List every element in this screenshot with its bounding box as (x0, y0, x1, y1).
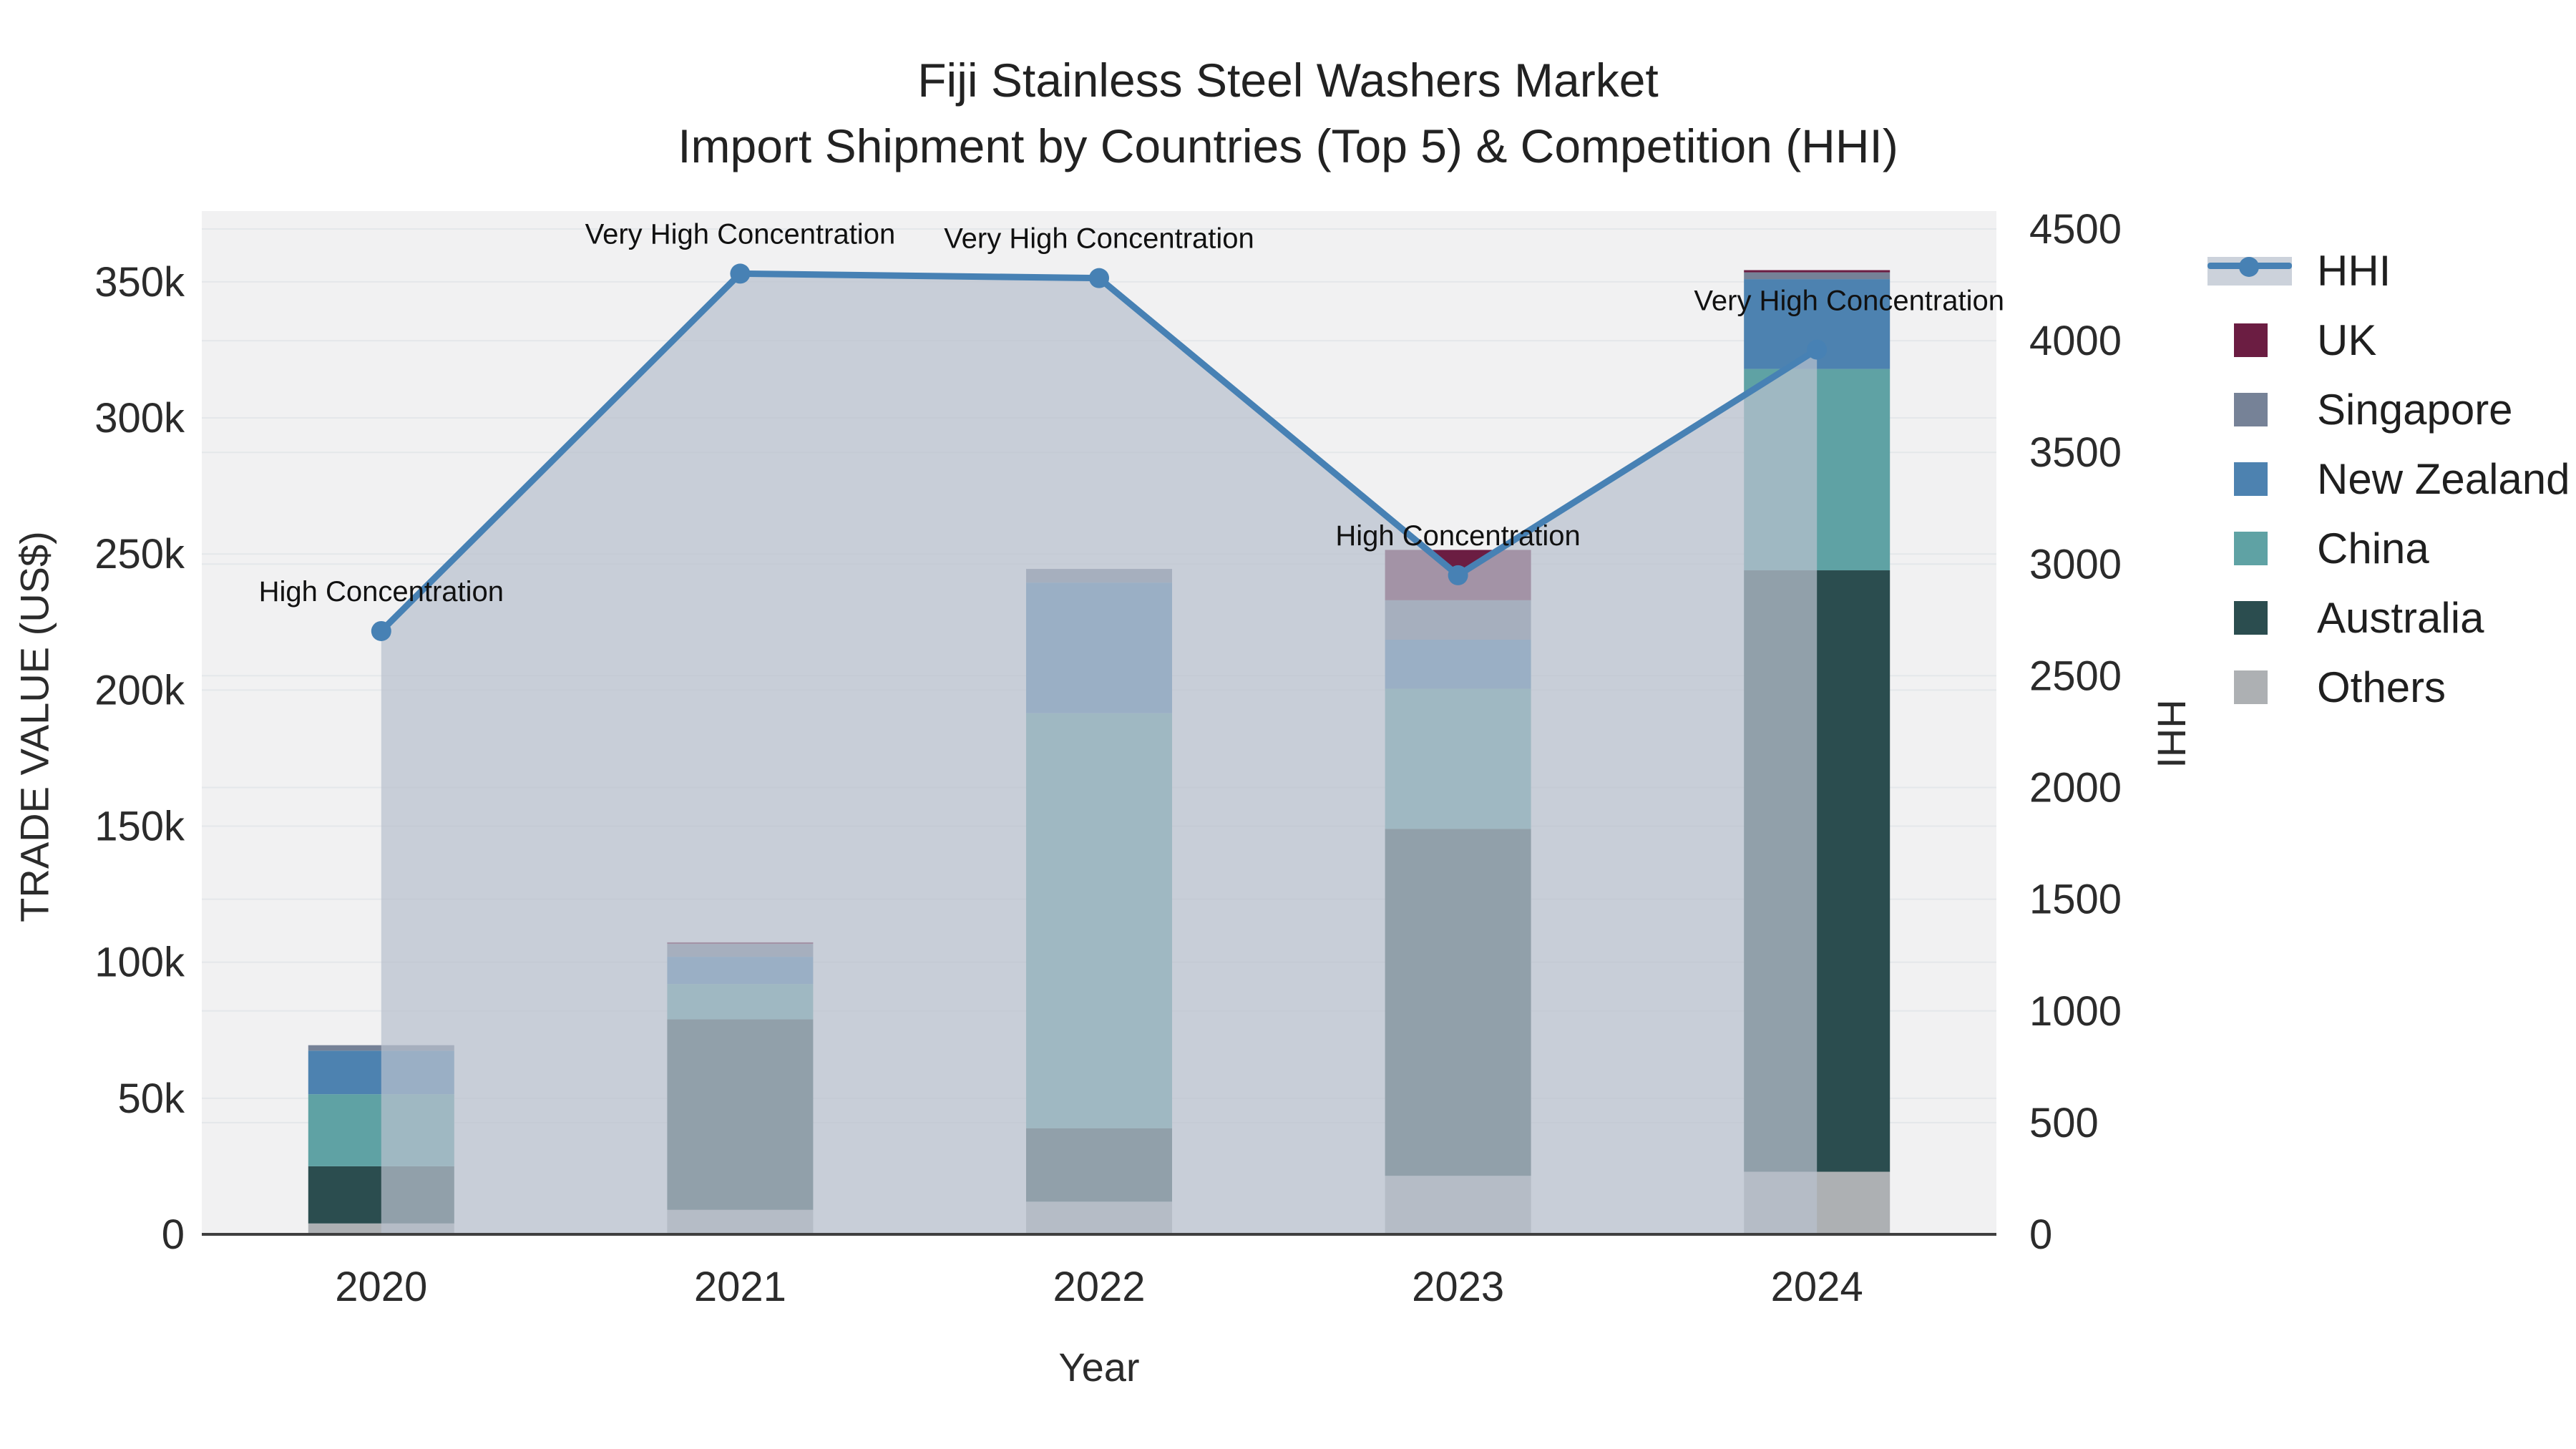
chart-title: Fiji Stainless Steel Washers Market Impo… (0, 47, 2576, 179)
uk-color-swatch-icon (2234, 323, 2268, 357)
legend-label-china: China (2317, 525, 2429, 572)
legend-item-china[interactable]: China (2207, 514, 2576, 583)
uk-legend-swatch (2207, 323, 2297, 357)
legend-item-new-zealand[interactable]: New Zealand (2207, 444, 2576, 514)
australia-color-swatch-icon (2234, 601, 2268, 635)
legend-item-uk[interactable]: UK (2207, 306, 2576, 375)
legend: HHI UK Singapore New Zealand China Australia O… (2207, 236, 2576, 722)
legend-label-new-zealand: New Zealand (2317, 455, 2570, 503)
annotation-2022: Very High Concentration (944, 223, 1254, 255)
hhi-marker-2024[interactable] (1807, 339, 1828, 360)
china-legend-swatch (2207, 532, 2297, 565)
hhi-marker-2023[interactable] (1448, 565, 1468, 585)
y-axis-title-right: HHI (2149, 699, 2195, 769)
legend-label-others: Others (2317, 663, 2446, 711)
hhi-marker-2021[interactable] (730, 263, 751, 284)
others-legend-swatch (2207, 670, 2297, 704)
hhi-marker-2020[interactable] (371, 620, 391, 641)
hhi-marker-2022[interactable] (1089, 268, 1109, 288)
annotation-2023: High Concentration (1335, 520, 1580, 552)
y-right-tick-500: 500 (2029, 1100, 2099, 1146)
hhi-line-swatch-icon (2207, 256, 2292, 286)
chart-title-line2: Import Shipment by Countries (Top 5) & C… (678, 119, 1898, 172)
x-tick-2020: 2020 (335, 1264, 427, 1310)
y-right-tick-2500: 2500 (2029, 653, 2122, 699)
annotation-2024: Very High Concentration (1694, 286, 2004, 317)
y-left-tick-250k: 250k (94, 531, 185, 577)
chart-title-line1: Fiji Stainless Steel Washers Market (917, 54, 1659, 107)
legend-label-singapore: Singapore (2317, 386, 2513, 434)
x-tick-2021: 2021 (694, 1264, 786, 1310)
legend-label-uk: UK (2317, 316, 2377, 364)
legend-item-others[interactable]: Others (2207, 653, 2576, 722)
legend-item-hhi[interactable]: HHI (2207, 236, 2576, 306)
singapore-legend-swatch (2207, 393, 2297, 426)
y-right-tick-4500: 4500 (2029, 206, 2122, 253)
hhi-area-fill (381, 273, 1818, 1234)
legend-item-singapore[interactable]: Singapore (2207, 375, 2576, 444)
legend-item-australia[interactable]: Australia (2207, 583, 2576, 653)
legend-label-hhi: HHI (2317, 247, 2391, 295)
y-left-tick-350k: 350k (94, 259, 185, 306)
y-axis-title-left: TRADE VALUE (US$) (11, 531, 57, 922)
others-color-swatch-icon (2234, 670, 2268, 704)
australia-legend-swatch (2207, 601, 2297, 635)
annotation-2021: Very High Concentration (585, 218, 896, 250)
china-color-swatch-icon (2234, 532, 2268, 565)
y-right-tick-0: 0 (2029, 1211, 2052, 1258)
legend-label-australia: Australia (2317, 594, 2484, 642)
x-axis-title: Year (1058, 1345, 1140, 1390)
y-right-tick-1500: 1500 (2029, 877, 2122, 923)
hhi-legend-swatch (2207, 256, 2297, 286)
y-right-tick-3000: 3000 (2029, 541, 2122, 587)
new-zealand-legend-swatch (2207, 462, 2297, 496)
x-tick-2023: 2023 (1412, 1264, 1504, 1310)
x-tick-2022: 2022 (1053, 1264, 1145, 1310)
x-tick-2024: 2024 (1771, 1264, 1863, 1310)
y-left-tick-50k: 50k (117, 1075, 185, 1122)
bar-segment-2024-uk[interactable] (1744, 270, 1890, 273)
y-right-tick-2000: 2000 (2029, 765, 2122, 811)
new-zealand-color-swatch-icon (2234, 462, 2268, 496)
y-left-tick-300k: 300k (94, 395, 185, 441)
y-left-tick-200k: 200k (94, 667, 185, 713)
bar-segment-2024-singapore[interactable] (1744, 272, 1890, 280)
annotation-2020: High Concentration (259, 576, 504, 608)
y-left-tick-100k: 100k (94, 940, 185, 986)
y-right-tick-3500: 3500 (2029, 429, 2122, 476)
y-left-tick-0: 0 (162, 1211, 185, 1258)
y-right-tick-1000: 1000 (2029, 988, 2122, 1035)
y-left-tick-150k: 150k (94, 804, 185, 850)
y-right-tick-4000: 4000 (2029, 318, 2122, 364)
singapore-color-swatch-icon (2234, 393, 2268, 426)
